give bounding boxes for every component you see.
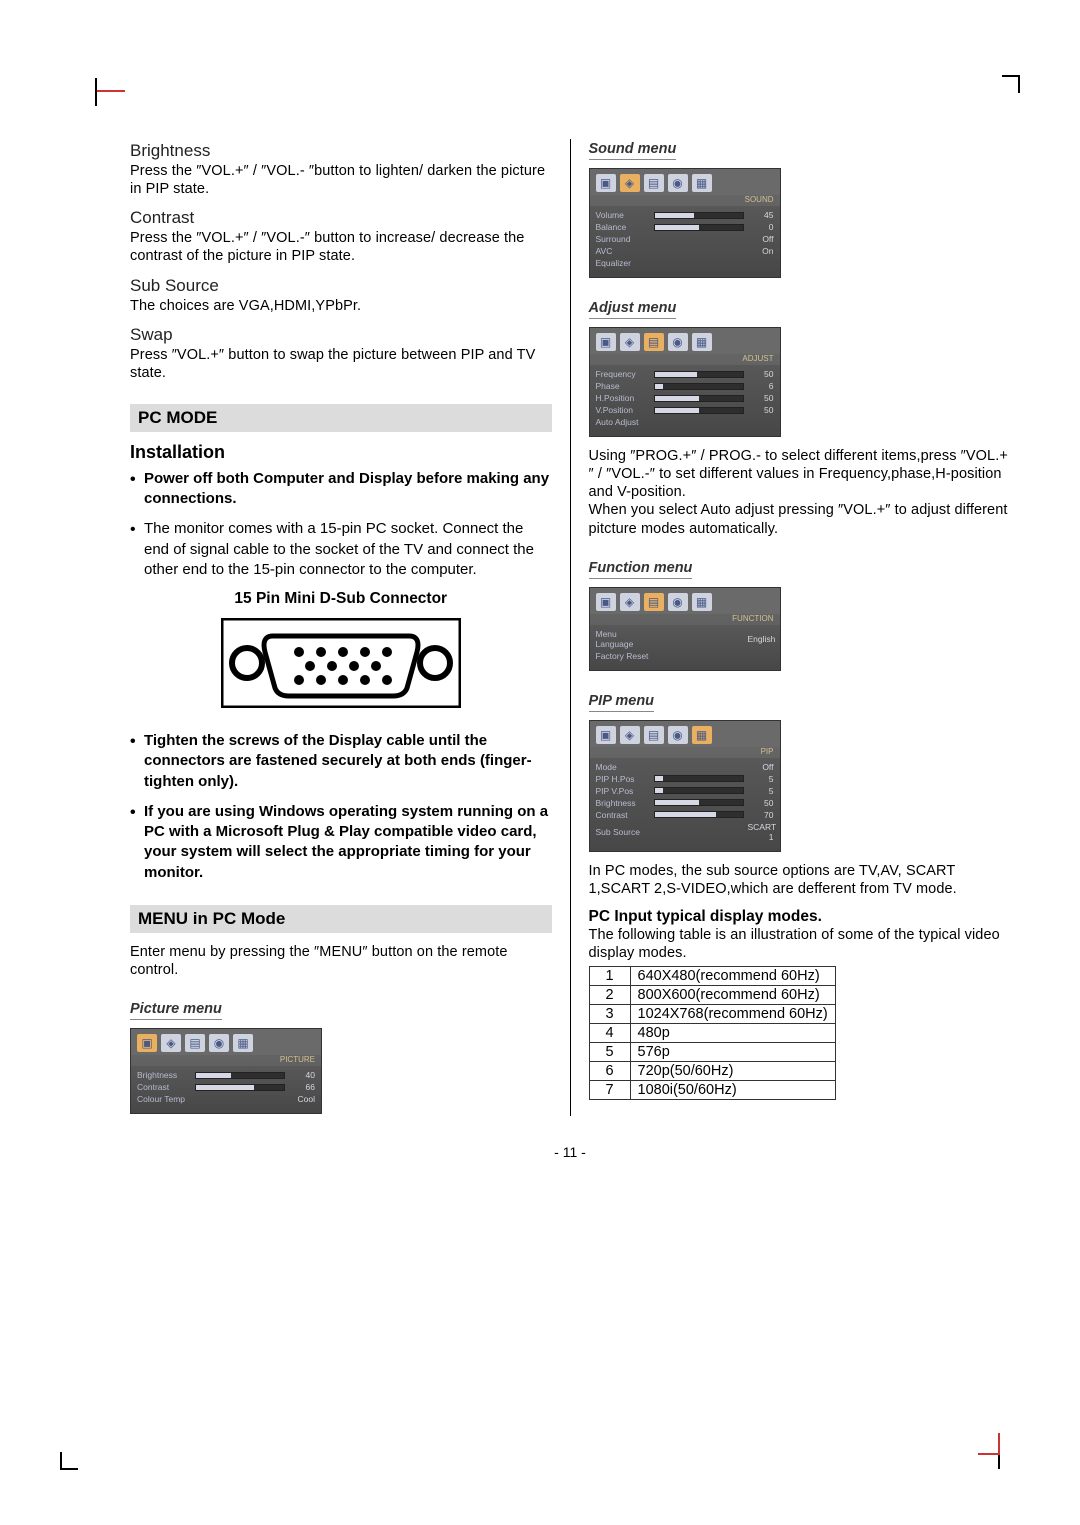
pip-menu-label: PIP menu (589, 693, 655, 712)
function-menu-label: Function menu (589, 560, 693, 579)
pc-mode-bar: PC MODE (130, 404, 552, 432)
table-row: 71080i(50/60Hz) (589, 1081, 835, 1100)
columns: Brightness Press the ″VOL.+″ / ″VOL.- ″b… (130, 135, 1010, 1124)
adjust-text-1: Using ″PROG.+″ / PROG.- to select differ… (589, 447, 1011, 501)
install-list-2: Tighten the screws of the Display cable … (130, 731, 552, 883)
install-bullet-2: The monitor comes with a 15-pin PC socke… (130, 519, 552, 580)
connector-title: 15 Pin Mini D-Sub Connector (130, 590, 552, 608)
sound-osd: ▣◈▤◉▦SOUNDVolume45Balance0SurroundOffAVC… (589, 168, 781, 278)
pip-text: In PC modes, the sub source options are … (589, 862, 1011, 898)
crop-mark-tl (95, 90, 125, 122)
crop-mark-tr (990, 75, 1020, 105)
page: Brightness Press the ″VOL.+″ / ″VOL.- ″b… (0, 0, 1080, 1525)
sound-menu-label: Sound menu (589, 141, 677, 160)
table-row: 6720p(50/60Hz) (589, 1062, 835, 1081)
brightness-text: Press the ″VOL.+″ / ″VOL.- ″button to li… (130, 162, 552, 198)
swap-heading: Swap (130, 325, 552, 345)
table-row: 2800X600(recommend 60Hz) (589, 986, 835, 1005)
table-row: 4480p (589, 1024, 835, 1043)
adjust-menu-label: Adjust menu (589, 300, 677, 319)
contrast-heading: Contrast (130, 208, 552, 228)
install-bullet-4: If you are using Windows operating syste… (130, 802, 552, 883)
swap-text: Press ″VOL.+″ button to swap the picture… (130, 346, 552, 382)
dsub-connector-diagram (221, 618, 461, 713)
pip-osd: ▣◈▤◉▦PIPModeOffPIP H.Pos5PIP V.Pos5Brigh… (589, 720, 781, 852)
table-row: 1640X480(recommend 60Hz) (589, 967, 835, 986)
crop-mark-br (970, 1425, 1000, 1455)
crop-mark-bl (60, 1440, 90, 1470)
function-osd: ▣◈▤◉▦FUNCTIONMenu LanguageEnglishFactory… (589, 587, 781, 671)
install-bullet-3: Tighten the screws of the Display cable … (130, 731, 552, 792)
table-row: 5576p (589, 1043, 835, 1062)
table-row: 31024X768(recommend 60Hz) (589, 1005, 835, 1024)
left-column: Brightness Press the ″VOL.+″ / ″VOL.- ″b… (130, 135, 552, 1124)
menu-intro: Enter menu by pressing the ″MENU″ button… (130, 943, 552, 979)
typical-text: The following table is an illustration o… (589, 926, 1011, 962)
installation-heading: Installation (130, 442, 552, 463)
contrast-text: Press the ″VOL.+″ / ″VOL.-″ button to in… (130, 229, 552, 265)
subsource-text: The choices are VGA,HDMI,YPbPr. (130, 297, 552, 315)
brightness-heading: Brightness (130, 141, 552, 161)
page-footer: - 11 - (130, 1144, 1010, 1160)
typical-heading: PC Input typical display modes. (589, 908, 1011, 926)
adjust-text-2: When you select Auto adjust pressing ″VO… (589, 501, 1011, 537)
menu-pc-bar: MENU in PC Mode (130, 905, 552, 933)
display-modes-body: 1640X480(recommend 60Hz)2800X600(recomme… (589, 967, 835, 1100)
column-separator (570, 139, 571, 1116)
install-bullet-1: Power off both Computer and Display befo… (130, 469, 552, 510)
adjust-osd: ▣◈▤◉▦ADJUSTFrequency50Phase6H.Position50… (589, 327, 781, 437)
subsource-heading: Sub Source (130, 276, 552, 296)
picture-osd: ▣◈▤◉▦PICTUREBrightness40Contrast66Colour… (130, 1028, 322, 1114)
display-modes-table: 1640X480(recommend 60Hz)2800X600(recomme… (589, 966, 836, 1100)
install-list: Power off both Computer and Display befo… (130, 469, 552, 580)
right-column: Sound menu ▣◈▤◉▦SOUNDVolume45Balance0Sur… (589, 135, 1011, 1124)
picture-menu-label: Picture menu (130, 1001, 222, 1020)
